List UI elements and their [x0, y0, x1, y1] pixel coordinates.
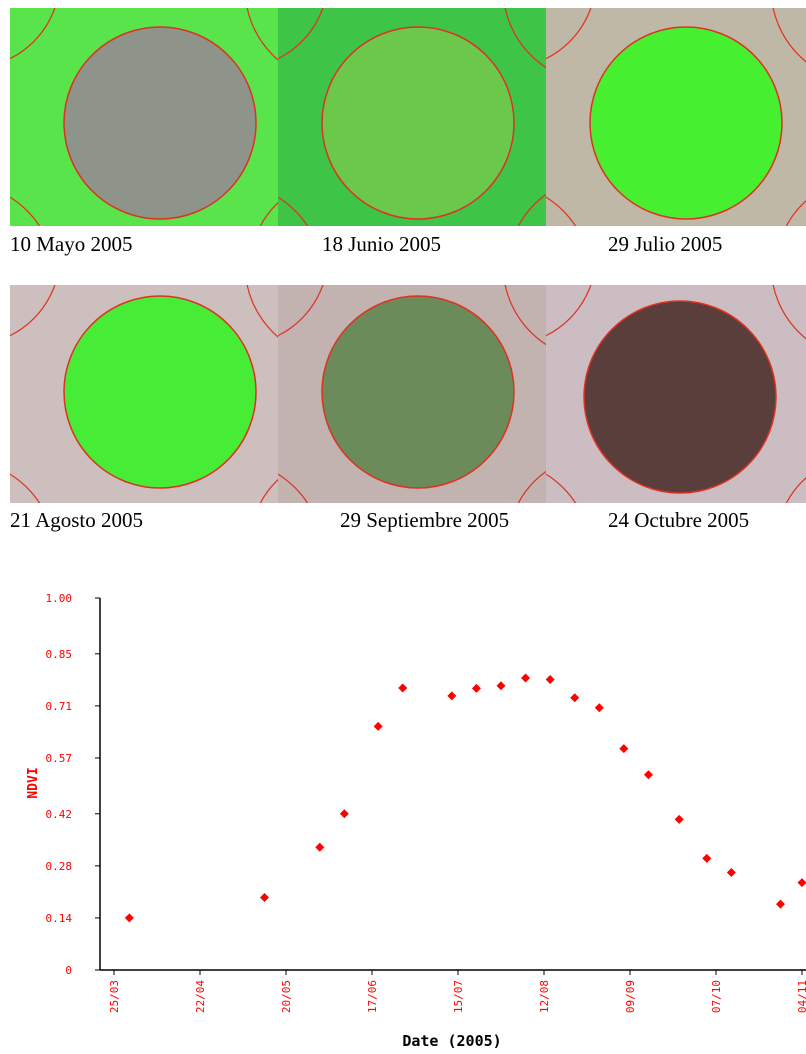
data-point — [521, 673, 531, 683]
x-tick-label: 15/07 — [452, 980, 465, 1013]
field-circle — [63, 295, 257, 489]
y-tick-label: 0.42 — [46, 808, 73, 821]
panel-caption: 29 Septiembre 2005 — [340, 508, 510, 532]
satellite-image-5 — [278, 285, 546, 503]
x-tick-label: 07/10 — [710, 980, 723, 1013]
data-point — [674, 814, 684, 824]
x-tick-label: 20/05 — [280, 980, 293, 1013]
data-point — [594, 703, 604, 713]
y-tick-label: 1.00 — [46, 592, 73, 605]
panel-caption: 29 Julio 2005 — [608, 232, 723, 256]
chart-axes — [99, 598, 806, 971]
data-point — [702, 853, 712, 863]
satellite-image-2 — [278, 8, 546, 226]
data-point — [619, 744, 629, 754]
x-tick-label: 04/11 — [796, 980, 806, 1013]
panel-caption: 10 Mayo 2005 — [10, 232, 133, 256]
data-point — [496, 681, 506, 691]
data-point — [373, 721, 383, 731]
field-circle — [589, 26, 783, 220]
data-point — [726, 868, 736, 878]
y-ticks: 0 0.14 0.28 0.42 0.57 0.71 0.85 1.00 — [46, 592, 100, 977]
data-point — [643, 770, 653, 780]
data-point — [776, 899, 785, 909]
y-tick-label: 0.85 — [46, 648, 73, 661]
data-point — [447, 691, 457, 701]
satellite-image-4 — [10, 285, 278, 503]
data-point — [315, 842, 325, 852]
data-point — [124, 913, 134, 923]
y-tick-label: 0.71 — [46, 700, 73, 713]
data-point — [471, 683, 481, 693]
ndvi-chart: 0 0.14 0.28 0.42 0.57 0.71 0.85 1.00 25/03 22/04… — [26, 592, 806, 1050]
y-axis-label: NDVI — [26, 767, 41, 798]
x-tick-label: 25/03 — [108, 980, 121, 1013]
y-tick-label: 0.14 — [46, 912, 73, 925]
x-tick-label: 17/06 — [366, 980, 379, 1013]
field-circle — [583, 300, 777, 494]
data-points — [124, 673, 806, 923]
panel-caption: 24 Octubre 2005 — [608, 508, 750, 532]
data-point — [398, 683, 408, 693]
satellite-image-6 — [546, 285, 806, 503]
y-tick-label: 0.57 — [46, 752, 73, 765]
y-tick-label: 0.28 — [46, 860, 73, 873]
panel-caption: 18 Junio 2005 — [322, 232, 442, 256]
data-point — [545, 674, 555, 684]
x-tick-label: 09/09 — [624, 980, 637, 1013]
panel-caption: 21 Agosto 2005 — [10, 508, 144, 532]
x-axis-label: Date (2005) — [402, 1032, 501, 1050]
x-tick-label: 12/08 — [538, 980, 551, 1013]
satellite-image-1 — [10, 8, 278, 226]
field-circle — [321, 295, 515, 489]
data-point — [797, 878, 806, 888]
x-ticks: 25/03 22/04 20/05 17/06 15/07 12/08 09/09 07/10… — [108, 970, 806, 1013]
field-circle — [63, 26, 257, 220]
field-circle — [321, 26, 515, 220]
y-tick-label: 0 — [65, 964, 72, 977]
data-point — [570, 693, 580, 703]
data-point — [339, 809, 349, 819]
data-point — [260, 892, 269, 902]
x-tick-label: 22/04 — [194, 980, 207, 1013]
satellite-image-3 — [546, 8, 806, 226]
